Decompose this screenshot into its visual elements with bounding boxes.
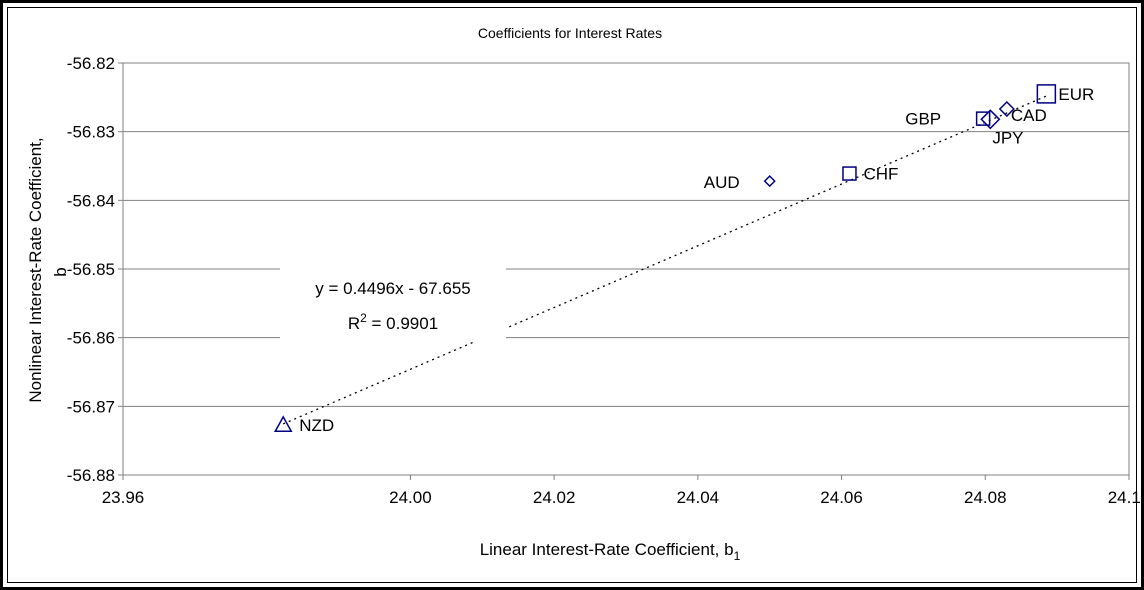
trendline-label-box [280,268,506,342]
y-axis-title: Nonlinear Interest-Rate Coefficient, [26,137,45,402]
point-nzd-label: NZD [299,416,334,435]
y-tick-label: -56.87 [67,397,115,416]
x-tick-label: 24.06 [820,488,863,507]
chart-area-border [7,7,1137,583]
trendline [282,95,1047,425]
point-chf-label: CHF [863,165,898,184]
point-eur-label: EUR [1058,85,1094,104]
point-nzd [273,415,293,433]
chart-title: Coefficients for Interest Rates [478,25,662,41]
x-tick-label: 24.02 [533,488,576,507]
point-gbp-label: GBP [905,110,941,129]
x-tick-label: 23.96 [102,488,145,507]
point-eur [1036,84,1057,104]
x-tick-label: 24.08 [964,488,1007,507]
trendline-r2: R2 = 0.9901 [348,311,438,333]
y-axis-ticks: -56.82 -56.83 -56.84 -56.85 -56.86 -56.87 -56.… [67,54,123,485]
point-cad-label: CAD [1011,106,1047,125]
x-axis-ticks: 23.96 24.00 24.02 24.04 24.06 24.08 24.10 [102,475,1144,507]
point-chf [842,166,857,181]
point-cad [998,100,1015,118]
x-tick-label: 24.10 [1108,488,1144,507]
point-gbp [975,111,991,126]
y-tick-label: -56.86 [67,329,115,348]
point-aud [763,175,776,188]
x-axis-title: Linear Interest-Rate Coefficient, b1 [480,540,741,563]
trendline-equation: y = 0.4496x - 67.655 [315,279,470,298]
y-tick-label: -56.83 [67,123,115,142]
point-jpy-label: JPY [992,128,1023,147]
y-tick-label: -56.88 [67,466,115,485]
x-tick-label: 24.04 [677,488,720,507]
point-aud-label: AUD [704,173,740,192]
x-tick-label: 24.00 [389,488,432,507]
data-points: EUR CAD JPY GBP CHF AUD NZD [273,84,1094,435]
y-tick-label: -56.82 [67,54,115,73]
y-tick-label: -56.84 [67,191,115,210]
y-tick-label: -56.85 [67,260,115,279]
y-axis-title-symbol: b [51,267,70,276]
point-jpy [980,109,1001,130]
